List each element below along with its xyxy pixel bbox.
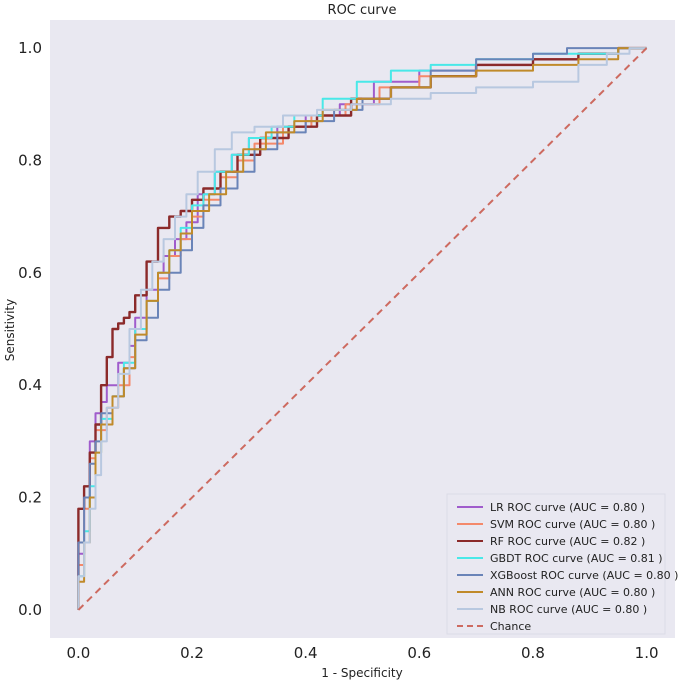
y-axis-label: Sensitivity xyxy=(3,299,17,361)
x-tick-label: 0.6 xyxy=(407,644,431,662)
y-tick-label: 0.0 xyxy=(18,601,42,619)
roc-line-xgboost xyxy=(77,47,647,610)
y-tick-label: 0.4 xyxy=(18,376,42,394)
chance-line xyxy=(77,47,648,611)
legend: LR ROC curve (AUC = 0.80 ) SVM ROC curve … xyxy=(446,493,678,635)
x-tick-label: 0.4 xyxy=(294,644,318,662)
series-lines xyxy=(77,46,648,611)
y-tick-label: 1.0 xyxy=(18,39,42,57)
x-tick-label: 0.0 xyxy=(66,644,90,662)
y-tick-label: 0.6 xyxy=(18,264,42,282)
roc-line-ann xyxy=(77,47,647,610)
legend-label-ann: ANN ROC curve (AUC = 0.80 ) xyxy=(490,586,655,599)
x-tick-label: 0.8 xyxy=(521,644,545,662)
y-tick-label: 0.8 xyxy=(18,151,42,169)
legend-label-svm: SVM ROC curve (AUC = 0.80 ) xyxy=(490,518,655,531)
legend-label-rf: RF ROC curve (AUC = 0.82 ) xyxy=(490,535,645,548)
y-tick-label: 0.2 xyxy=(18,489,42,507)
roc-line-nb xyxy=(77,47,647,610)
legend-box xyxy=(446,493,666,635)
chart-title: ROC curve xyxy=(328,3,397,18)
x-tick-label: 1.0 xyxy=(635,644,659,662)
legend-label-nb: NB ROC curve (AUC = 0.80 ) xyxy=(490,603,647,616)
x-tick-label: 0.2 xyxy=(180,644,204,662)
legend-label-xgboost: XGBoost ROC curve (AUC = 0.80 ) xyxy=(490,569,678,582)
legend-label-gbdt: GBDT ROC curve (AUC = 0.81 ) xyxy=(490,552,663,565)
legend-label-lr: LR ROC curve (AUC = 0.80 ) xyxy=(490,501,645,514)
legend-label-chance: Chance xyxy=(490,620,531,633)
x-axis-ticks: 0.0 0.2 0.4 0.6 0.8 1.0 xyxy=(66,644,658,662)
y-axis-ticks: 0.0 0.2 0.4 0.6 0.8 1.0 xyxy=(18,39,42,619)
x-axis-label: 1 - Specificity xyxy=(321,666,402,680)
